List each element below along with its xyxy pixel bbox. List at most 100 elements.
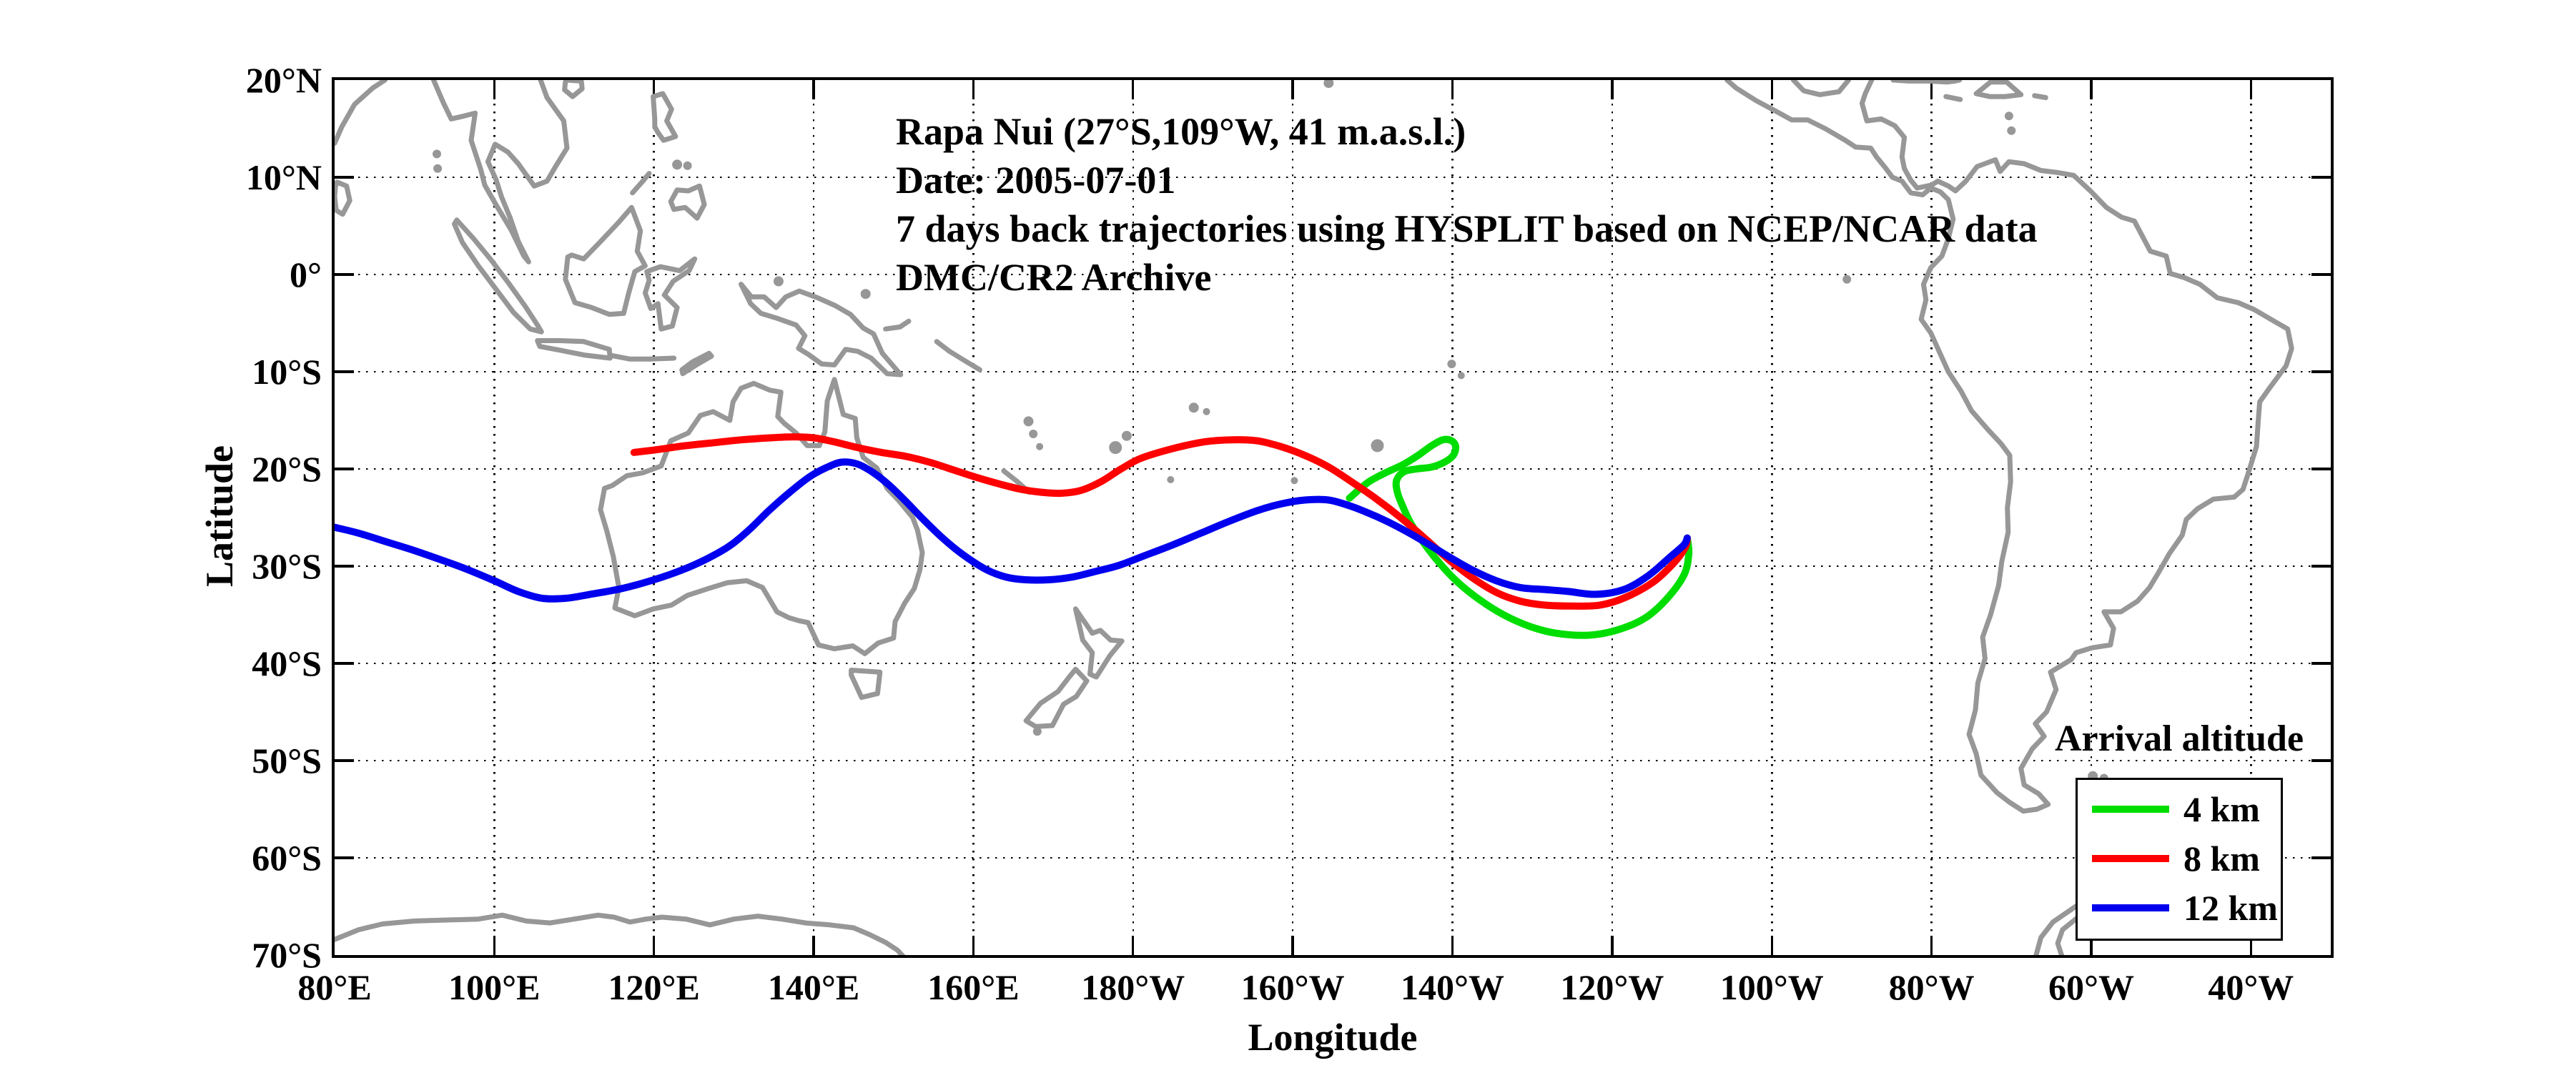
gridline-v (1291, 80, 1294, 955)
coastline-vanuatu (1023, 416, 1034, 427)
tick-mark (335, 370, 354, 373)
legend-row: 8 km (2092, 841, 2281, 876)
y-tick-label: 50°S (252, 741, 322, 781)
coastline-gulf-of-mexico-coast (1790, 80, 1851, 97)
legend-row: 4 km (2092, 791, 2281, 827)
y-tick-label: 60°S (252, 838, 322, 878)
tick-mark (2311, 273, 2331, 276)
trajectory-8-km (630, 433, 1691, 610)
tick-mark (812, 936, 815, 955)
coastline-sulawesi (642, 256, 698, 332)
tick-mark (2090, 936, 2093, 955)
tick-mark (653, 80, 656, 99)
tick-mark (335, 662, 354, 665)
coastline-java (535, 338, 613, 361)
coastline-tonga (1167, 476, 1175, 483)
title-line-station: Rapa Nui (27°S,109°W, 41 m.a.s.l.) (896, 110, 1466, 153)
gridline-h (335, 662, 2331, 665)
coastline-hawaii-big-island (1323, 80, 1334, 89)
legend-title: Arrival altitude (2054, 718, 2304, 759)
coastline-puerto-rico (2032, 93, 2048, 100)
y-tick-label: 20°S (252, 449, 322, 489)
coastline-andaman-islands-2 (433, 164, 443, 173)
tick-mark (335, 273, 354, 276)
gridline-h (335, 856, 2331, 859)
tick-mark (2249, 80, 2252, 99)
x-axis-label: Longitude (1248, 1016, 1418, 1059)
coastline-samoa (1188, 402, 1199, 413)
coastline-lesser-antilles (2004, 112, 2013, 121)
tick-mark (335, 759, 354, 762)
tick-mark (1132, 80, 1135, 99)
gridline-v (2090, 80, 2093, 955)
coastline-indochina-malaya (431, 80, 570, 264)
coastline-lesser-sundas (607, 352, 677, 362)
legend-swatch-8-km (2092, 855, 2169, 862)
gridline-h (335, 370, 2331, 373)
coastline-mindanao (668, 183, 707, 221)
tick-mark (972, 936, 975, 955)
map-svg (335, 80, 2294, 955)
legend-label: 12 km (2183, 888, 2278, 928)
tick-mark (812, 80, 815, 99)
coastline-new-britain (883, 318, 912, 332)
trajectory-12-km (335, 458, 1691, 603)
coastline-hispaniola (1973, 80, 2024, 99)
tick-mark (2311, 759, 2331, 762)
tick-mark (1611, 936, 1614, 955)
gridline-v (493, 80, 495, 955)
plot-area (332, 77, 2334, 958)
coastline-cuba-south-coast (1890, 80, 1963, 85)
tick-mark (1930, 80, 1933, 99)
legend-row: 12 km (2092, 890, 2281, 926)
coastline-manus-island (860, 289, 871, 300)
coastline-americas-coast (1724, 80, 2294, 814)
title-block: Rapa Nui (27°S,109°W, 41 m.a.s.l.) Date:… (896, 107, 2038, 302)
tick-mark (493, 936, 496, 955)
tick-mark (1451, 936, 1454, 955)
title-line-date: Date: 2005-07-01 (896, 159, 1176, 202)
tick-mark (2311, 370, 2331, 373)
title-line-archive: DMC/CR2 Archive (896, 256, 1212, 299)
gridline-v (1451, 80, 1454, 955)
tick-mark (335, 468, 354, 470)
y-tick-label: 20°N (245, 60, 322, 100)
x-tick-label: 80°E (297, 967, 372, 1007)
coastline-stewart-island (1032, 727, 1042, 736)
tick-mark (2311, 565, 2331, 568)
y-tick-label: 0° (290, 254, 322, 295)
coastline-marquesas (1447, 360, 1456, 369)
x-tick-label: 120°E (608, 967, 700, 1007)
x-tick-label: 100°W (1719, 967, 1824, 1007)
x-tick-label: 160°E (927, 967, 1020, 1007)
coastline-lesser-antilles-2 (2007, 126, 2016, 135)
gridline-h (335, 759, 2331, 762)
tick-mark (1930, 936, 1933, 955)
gridline-h (335, 176, 2331, 179)
coastline-tahiti (1371, 439, 1384, 453)
legend-label: 8 km (2183, 839, 2260, 879)
x-tick-label: 80°W (1888, 967, 1975, 1007)
tick-mark (2311, 856, 2331, 859)
coastline-jamaica (1943, 94, 1963, 102)
gridline-v (653, 80, 655, 955)
gridline-h (335, 273, 2331, 276)
x-tick-label: 120°W (1560, 967, 1664, 1007)
tick-mark (335, 176, 354, 179)
gridline-v (972, 80, 974, 955)
legend-swatch-4-km (2092, 806, 2169, 813)
tick-mark (2311, 176, 2331, 179)
coastline-antarctica-coast (335, 912, 906, 955)
coastline-marquesas-2 (1457, 372, 1465, 380)
coastline-visayas (672, 159, 683, 170)
coastline-samoa-2 (1203, 407, 1210, 415)
gridline-v (1770, 80, 1773, 955)
y-tick-label: 10°N (245, 157, 322, 197)
coastline-new-zealand-north (1072, 606, 1125, 680)
coastline-palawan (630, 171, 652, 196)
tick-mark (1770, 80, 1773, 99)
title-line-description: 7 days back trajectories using HYSPLIT b… (896, 207, 2038, 250)
coastline-cook-islands (1291, 477, 1298, 485)
coastline-andaman-islands (433, 149, 441, 159)
coastline-hainan (562, 80, 585, 99)
